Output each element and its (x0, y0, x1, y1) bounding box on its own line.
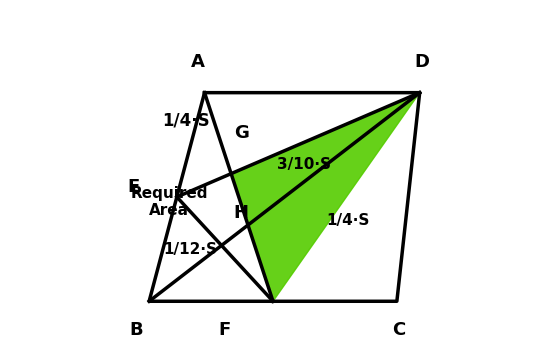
Text: G: G (235, 124, 250, 142)
Text: 1/4·S: 1/4·S (327, 213, 370, 228)
Text: 1/4·S: 1/4·S (162, 111, 210, 129)
Text: 1/12·S: 1/12·S (163, 242, 217, 257)
Polygon shape (231, 93, 420, 301)
Text: Required
Area: Required Area (130, 186, 208, 218)
Text: F: F (218, 321, 230, 340)
Text: C: C (392, 321, 405, 340)
Text: 3/10·S: 3/10·S (277, 157, 331, 172)
Text: H: H (233, 203, 248, 222)
Text: A: A (191, 53, 205, 71)
Text: E: E (128, 177, 140, 196)
Text: B: B (129, 321, 143, 340)
Text: D: D (414, 53, 430, 71)
